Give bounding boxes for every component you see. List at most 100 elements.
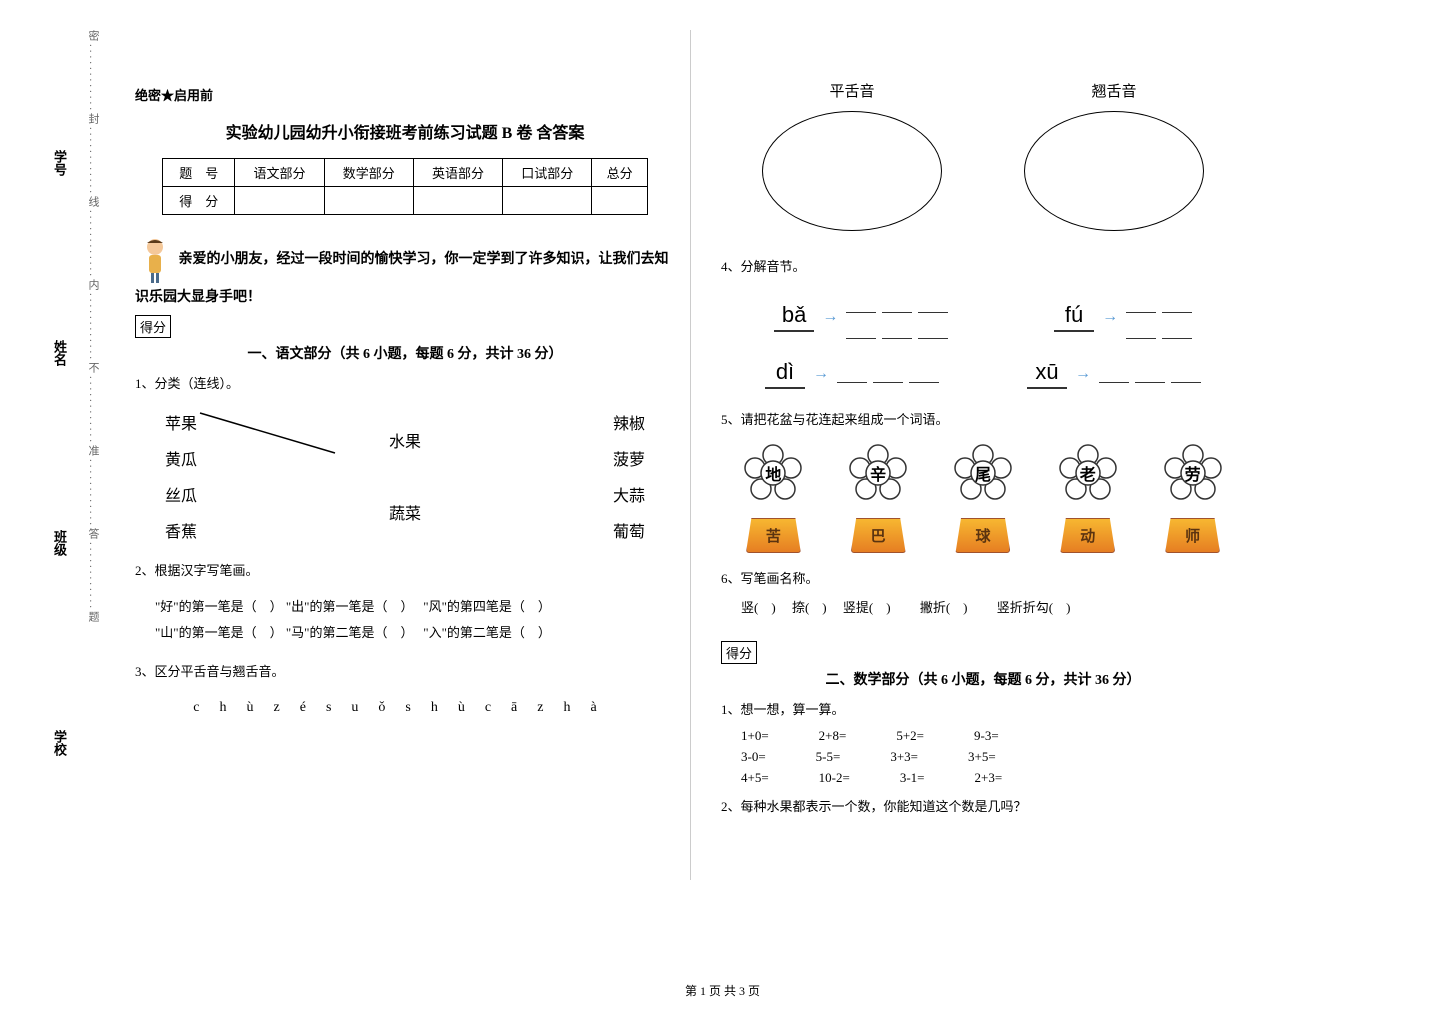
page-footer: 第 1 页 共 3 页	[0, 982, 1445, 999]
math-q1-label: 1、想一想，算一算。	[721, 699, 1245, 718]
math-item: 3-0=	[741, 747, 766, 768]
arrow-icon: →	[1102, 308, 1118, 326]
item-pineapple: 菠萝	[613, 446, 645, 470]
intro-text: 亲爱的小朋友，经过一段时间的愉快学习，你一定学到了许多知识，让我们去知识乐园大显…	[135, 235, 675, 310]
math-problems: 1+0= 2+8= 5+2= 9-3= 3-0= 5-5= 3+3= 3+5= …	[741, 726, 1225, 788]
pinyin: zhà	[537, 700, 616, 715]
syllable-xu: xū →	[1027, 359, 1201, 389]
arrow-icon: →	[822, 308, 838, 326]
classify-right: 辣椒 菠萝 大蒜 葡萄	[613, 410, 645, 542]
math-item: 3-1=	[900, 768, 925, 789]
syl-text: dì	[765, 359, 805, 389]
item-garlic: 大蒜	[613, 482, 645, 506]
syl-text: xū	[1027, 359, 1067, 389]
math-row: 1+0= 2+8= 5+2= 9-3=	[741, 726, 1225, 747]
curl-label: 翘舌音	[1024, 80, 1204, 101]
stroke-item: "山"的第一笔是（ ）	[155, 625, 283, 640]
ellipse-shape	[762, 111, 942, 231]
seal-line-text: 密............封............线............内…	[85, 30, 101, 625]
math-q2-label: 2、每种水果都表示一个数，你能知道这个数是几吗？	[721, 796, 1245, 815]
q1-label: 1、分类（连线）。	[135, 373, 675, 392]
right-column: 平舌音 翘舌音 4、分解音节。 bǎ → fú → dì	[690, 30, 1260, 880]
connect-line	[195, 405, 395, 535]
th-num: 题 号	[163, 159, 235, 187]
th-chinese: 语文部分	[235, 159, 324, 187]
pinyin: cā	[485, 700, 537, 715]
stroke-item: "入"的第二笔是（ ）	[423, 625, 551, 640]
flower-char: 尾	[975, 461, 991, 485]
binding-sidebar: 学号 姓名 班级 学校 密............封............线.…	[50, 30, 100, 830]
classify-middle: 水果 蔬菜	[389, 410, 421, 542]
cat-fruit: 水果	[389, 428, 421, 452]
th-oral: 口试部分	[503, 159, 592, 187]
stroke-item: "好"的第一笔是（ ）	[155, 599, 283, 614]
math-row: 3-0= 5-5= 3+3= 3+5=	[741, 747, 1225, 768]
pinyin-list: chùzésuǒshùcāzhà	[135, 700, 675, 716]
stroke-name: 竖提( )	[843, 600, 891, 615]
item-cucumber: 黄瓜	[165, 446, 197, 470]
pot: 动	[1060, 518, 1115, 553]
flower: 尾	[953, 443, 1013, 503]
math-row: 4+5= 10-2= 3-1= 2+3=	[741, 768, 1225, 789]
cat-veg: 蔬菜	[389, 500, 421, 524]
th-english: 英语部分	[413, 159, 502, 187]
item-apple: 苹果	[165, 410, 197, 434]
math-item: 5-5=	[816, 747, 841, 768]
math-item: 2+8=	[819, 726, 847, 747]
q6-label: 6、写笔画名称。	[721, 568, 1245, 587]
page-container: 绝密★启用前 实验幼儿园幼升小衔接班考前练习试题 B 卷 含答案 题 号 语文部…	[120, 30, 1400, 880]
stroke-name: 竖( )	[741, 600, 776, 615]
q2-items: "好"的第一笔是（ ） "出"的第一笔是（ ） "风"的第四笔是（ ） "山"的…	[155, 594, 655, 646]
stroke-name: 捺( )	[792, 600, 827, 615]
stroke-item: "马"的第二笔是（ ）	[286, 625, 407, 640]
arrow-icon: →	[813, 365, 829, 383]
pot: 师	[1165, 518, 1220, 553]
flower: 辛	[848, 443, 908, 503]
math-item: 3+5=	[968, 747, 996, 768]
stroke-name: 撇折( )	[920, 600, 968, 615]
sidebar-label-id: 学号	[50, 150, 69, 176]
syllable-row-2: dì → xū →	[721, 359, 1245, 389]
stroke-names: 竖( ) 捺( ) 竖提( ) 撇折( ) 竖折折勾( )	[741, 597, 1225, 616]
item-grape: 葡萄	[613, 518, 645, 542]
stroke-name: 竖折折勾( )	[997, 600, 1071, 615]
flower-char: 劳	[1185, 461, 1201, 485]
tongue-section: 平舌音 翘舌音	[721, 80, 1245, 231]
pinyin: zé	[274, 700, 326, 715]
table-row: 得 分	[163, 187, 648, 215]
item-banana: 香蕉	[165, 518, 197, 542]
section2-title: 二、数学部分（共 6 小题，每题 6 分，共计 36 分）	[721, 669, 1245, 689]
stroke-item: "出"的第一笔是（ ）	[286, 599, 407, 614]
th-total: 总分	[592, 159, 648, 187]
flower: 地	[743, 443, 803, 503]
td-score-label: 得 分	[163, 187, 235, 215]
q3-label: 3、区分平舌音与翘舌音。	[135, 661, 675, 680]
syl-text: fú	[1054, 302, 1094, 332]
sidebar-label-class: 班级	[50, 530, 69, 556]
pot: 苦	[746, 518, 801, 553]
math-item: 1+0=	[741, 726, 769, 747]
table-row: 题 号 语文部分 数学部分 英语部分 口试部分 总分	[163, 159, 648, 187]
pot: 巴	[851, 518, 906, 553]
flower-char: 老	[1080, 461, 1096, 485]
pinyin: suǒ	[326, 700, 405, 715]
curl-tongue: 翘舌音	[1024, 80, 1204, 231]
pinyin: chù	[193, 700, 273, 715]
arrow-icon: →	[1075, 365, 1091, 383]
flowers-row: 地 辛 尾 老 劳	[721, 443, 1245, 503]
math-item: 10-2=	[819, 768, 850, 789]
syllable-row-1: bǎ → fú →	[721, 295, 1245, 339]
math-item: 9-3=	[974, 726, 999, 747]
pots-row: 苦 巴 球 动 师	[721, 518, 1245, 553]
syllable-di: dì →	[765, 359, 939, 389]
left-column: 绝密★启用前 实验幼儿园幼升小衔接班考前练习试题 B 卷 含答案 题 号 语文部…	[120, 30, 690, 880]
syllable-fu: fú →	[1054, 295, 1192, 339]
flat-label: 平舌音	[762, 80, 942, 101]
sidebar-label-school: 学校	[50, 730, 69, 756]
section1-title: 一、语文部分（共 6 小题，每题 6 分，共计 36 分）	[135, 343, 675, 363]
math-item: 2+3=	[975, 768, 1003, 789]
score-box: 得分	[721, 641, 757, 664]
stroke-item: "风"的第四笔是（ ）	[423, 599, 551, 614]
score-box: 得分	[135, 315, 171, 338]
intro-content: 亲爱的小朋友，经过一段时间的愉快学习，你一定学到了许多知识，让我们去知识乐园大显…	[135, 252, 669, 305]
